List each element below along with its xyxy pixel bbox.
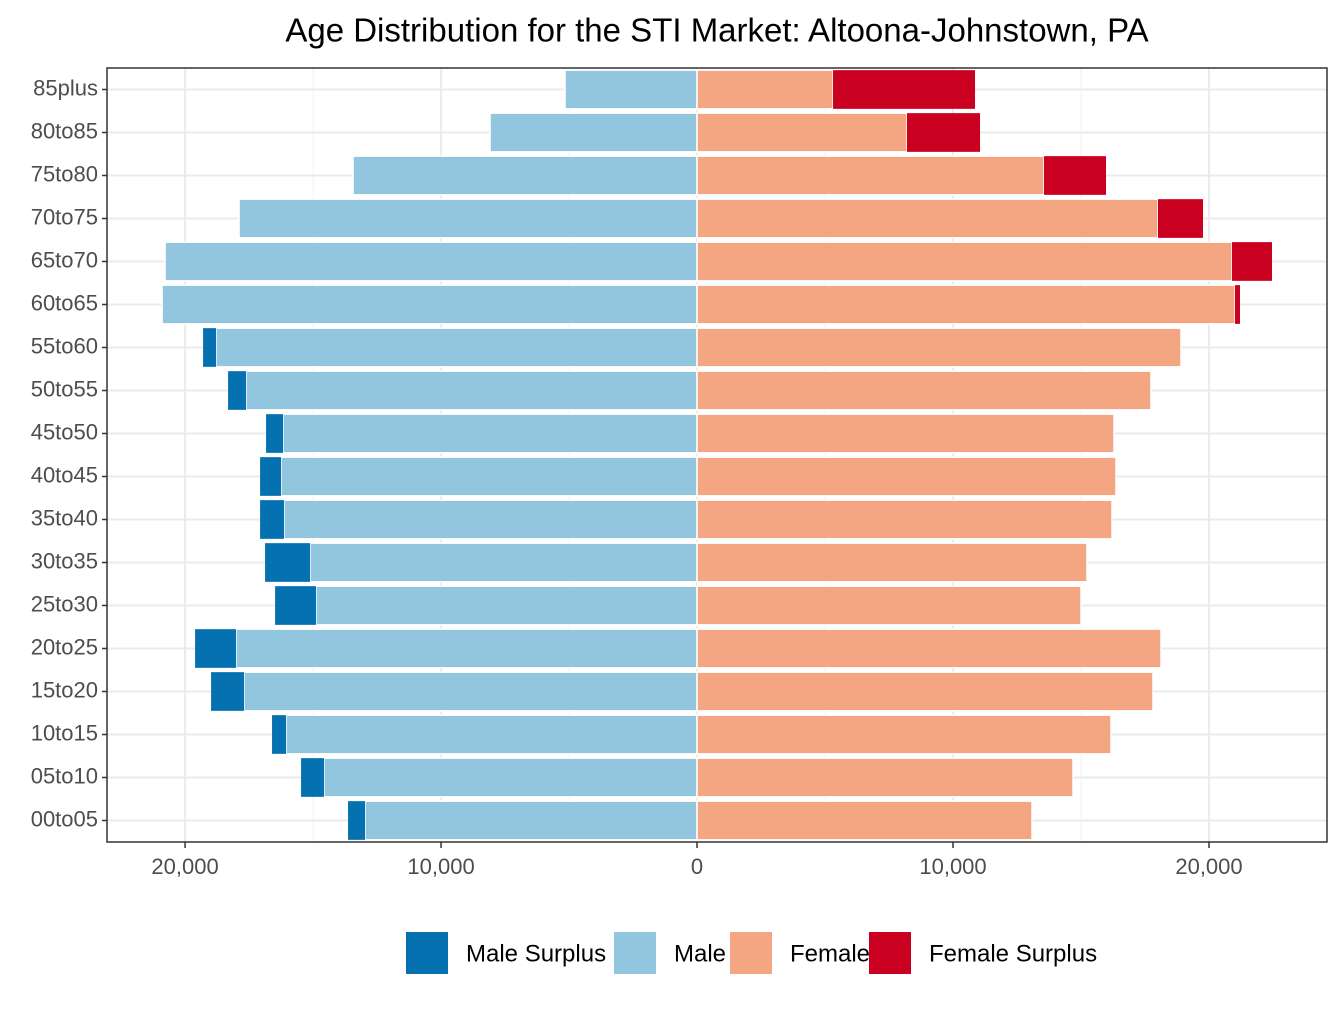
x-tick-label: 10,000 xyxy=(919,854,986,879)
legend-swatch xyxy=(869,932,911,974)
y-tick-label: 15to20 xyxy=(31,677,98,702)
bar xyxy=(696,198,1159,239)
bar xyxy=(696,69,834,110)
bar xyxy=(161,284,698,325)
bar xyxy=(203,328,217,367)
y-tick-label: 75to80 xyxy=(31,161,98,186)
bar xyxy=(228,371,247,410)
legend-swatch xyxy=(614,932,656,974)
bar xyxy=(1158,199,1204,238)
y-tick-label: 85plus xyxy=(33,75,98,100)
bar xyxy=(280,456,698,497)
legend-swatch xyxy=(730,932,772,974)
bar xyxy=(907,113,981,152)
bar xyxy=(301,758,325,797)
y-tick-label: 25to30 xyxy=(31,591,98,616)
y-tick-label: 60to65 xyxy=(31,290,98,315)
x-tick-label: 20,000 xyxy=(1175,854,1242,879)
legend: Male Surplus Male Female Female Surplus xyxy=(406,932,1097,974)
y-tick-label: 55to60 xyxy=(31,333,98,358)
x-tick-label: 0 xyxy=(691,854,703,879)
y-tick-label: 65to70 xyxy=(31,247,98,272)
bar xyxy=(564,69,698,110)
bar xyxy=(1231,242,1272,281)
legend-swatch xyxy=(406,932,448,974)
bar xyxy=(696,456,1117,497)
bar xyxy=(164,241,698,282)
bar xyxy=(696,284,1236,325)
bar xyxy=(696,241,1233,282)
y-tick-label: 10to15 xyxy=(31,720,98,745)
x-tick-label: 20,000 xyxy=(151,854,218,879)
bar xyxy=(282,413,698,454)
bar xyxy=(315,585,698,626)
legend-label: Male xyxy=(674,940,726,967)
bar xyxy=(245,370,698,411)
y-tick-label: 00to05 xyxy=(31,806,98,831)
bar xyxy=(1044,156,1107,195)
bar xyxy=(243,671,698,712)
y-tick-label: 45to50 xyxy=(31,419,98,444)
bar xyxy=(696,800,1033,841)
bar xyxy=(696,370,1152,411)
bar xyxy=(352,155,698,196)
bar xyxy=(696,628,1162,669)
bar xyxy=(696,585,1082,626)
bar xyxy=(309,542,698,583)
bar xyxy=(195,629,237,668)
bar xyxy=(696,499,1113,540)
bar xyxy=(323,757,698,798)
bar xyxy=(265,543,311,582)
x-tick-label: 10,000 xyxy=(407,854,474,879)
y-tick-label: 20to25 xyxy=(31,634,98,659)
bar xyxy=(348,801,366,840)
y-tick-label: 35to40 xyxy=(31,505,98,530)
y-tick-label: 70to75 xyxy=(31,204,98,229)
legend-label: Male Surplus xyxy=(466,940,606,967)
legend-label: Female xyxy=(790,940,870,967)
bar xyxy=(235,628,698,669)
bar xyxy=(696,413,1115,454)
legend-label: Female Surplus xyxy=(929,940,1097,967)
bar xyxy=(489,112,698,153)
y-tick-label: 30to35 xyxy=(31,548,98,573)
bar xyxy=(272,715,287,754)
bar xyxy=(696,155,1045,196)
bar xyxy=(215,327,698,368)
y-tick-label: 05to10 xyxy=(31,763,98,788)
bar xyxy=(260,457,282,496)
y-tick-label: 50to55 xyxy=(31,376,98,401)
bar xyxy=(285,714,698,755)
bar xyxy=(211,672,245,711)
bar xyxy=(364,800,698,841)
bar xyxy=(696,542,1088,583)
bar xyxy=(238,198,698,239)
bar xyxy=(696,757,1074,798)
y-tick-label: 80to85 xyxy=(31,118,98,143)
chart-title: Age Distribution for the STI Market: Alt… xyxy=(285,12,1148,49)
bar xyxy=(260,500,285,539)
bar xyxy=(283,499,698,540)
bar xyxy=(833,70,976,109)
bar xyxy=(696,112,908,153)
bar xyxy=(696,714,1112,755)
bar xyxy=(275,586,317,625)
bar xyxy=(1235,285,1240,324)
bar xyxy=(696,671,1154,712)
bar xyxy=(266,414,284,453)
panel-border xyxy=(106,67,1328,843)
bar xyxy=(696,327,1182,368)
y-tick-label: 40to45 xyxy=(31,462,98,487)
